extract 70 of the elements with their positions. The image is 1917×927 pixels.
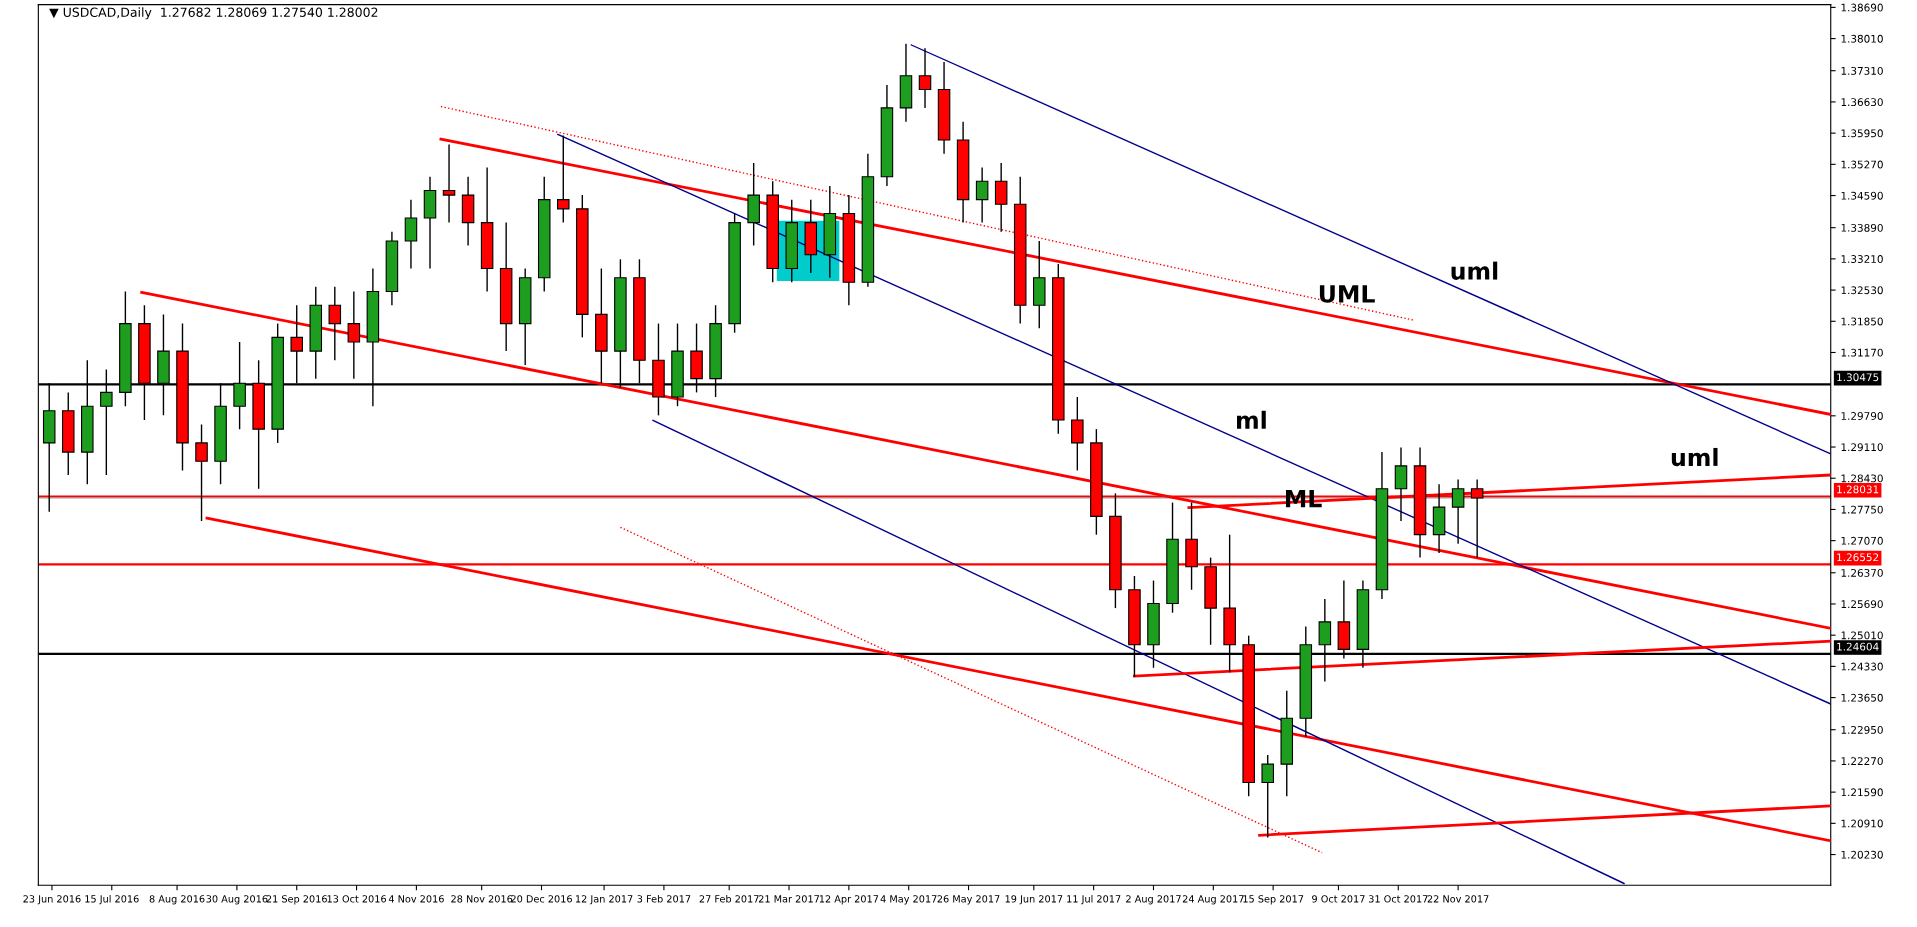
x-tick-label: 31 Oct 2017 bbox=[1368, 895, 1428, 903]
y-tick-label: 1.27070 bbox=[1841, 536, 1883, 545]
y-tick-label: 1.22270 bbox=[1841, 757, 1883, 766]
y-tick-label: 1.31170 bbox=[1841, 348, 1883, 357]
x-tick-label: 15 Sep 2017 bbox=[1243, 895, 1304, 905]
candlestick bbox=[918, 47, 932, 109]
x-tick-label: 2 Aug 2017 bbox=[1126, 895, 1181, 905]
y-tick-label: 1.26370 bbox=[1841, 568, 1883, 577]
y-tick-label: 1.34590 bbox=[1841, 191, 1883, 200]
y-tick-label: 1.25010 bbox=[1841, 631, 1883, 640]
x-tick-label: 3 Feb 2017 bbox=[637, 895, 691, 903]
y-tick-label: 1.31850 bbox=[1841, 317, 1883, 326]
ref-line-label: 1.28031 bbox=[1837, 485, 1879, 494]
y-tick-label: 1.35270 bbox=[1841, 160, 1883, 169]
y-tick-label: 1.32530 bbox=[1841, 286, 1883, 295]
candlestick bbox=[1451, 478, 1465, 545]
x-tick-label: 8 Aug 2016 bbox=[149, 895, 205, 905]
x-tick-label: 12 Apr 2017 bbox=[819, 895, 879, 905]
annotation: uml bbox=[1451, 261, 1498, 280]
x-tick-label: 24 Aug 2017 bbox=[1182, 895, 1244, 905]
chart-title: ▼ USDCAD,Daily 1.27682 1.28069 1.27540 1.28002 bbox=[49, 7, 378, 20]
y-tick-label: 1.24330 bbox=[1841, 662, 1883, 671]
x-tick-label: 4 Nov 2016 bbox=[388, 895, 444, 903]
annotation: uml bbox=[1671, 447, 1718, 467]
x-tick-label: 15 Jul 2016 bbox=[85, 895, 139, 905]
y-tick-label: 1.36630 bbox=[1841, 98, 1883, 107]
annotation: ML bbox=[1285, 489, 1322, 508]
x-tick-label: 27 Feb 2017 bbox=[699, 895, 759, 903]
y-tick-label: 1.33210 bbox=[1841, 255, 1883, 263]
y-tick-label: 1.22950 bbox=[1841, 725, 1883, 734]
candlestick bbox=[404, 198, 418, 270]
x-tick-label: 23 Jun 2016 bbox=[23, 895, 81, 905]
x-tick-label: 21 Mar 2017 bbox=[758, 895, 820, 903]
y-tick-label: 1.37310 bbox=[1841, 66, 1883, 75]
x-tick-label: 30 Aug 2016 bbox=[206, 895, 268, 905]
annotation: ml bbox=[1237, 410, 1266, 429]
x-tick-label: 21 Sep 2016 bbox=[266, 895, 327, 905]
candlestick bbox=[975, 166, 989, 224]
x-tick-label: 22 Nov 2017 bbox=[1427, 895, 1489, 903]
y-tick-label: 1.35950 bbox=[1841, 129, 1883, 138]
ref-line-label: 1.24604 bbox=[1837, 642, 1879, 651]
candlestick bbox=[1261, 754, 1274, 839]
y-tick-label: 1.33890 bbox=[1841, 223, 1883, 232]
y-tick-label: 1.27750 bbox=[1841, 505, 1883, 514]
y-tick-label: 1.29790 bbox=[1841, 412, 1883, 420]
candlestick bbox=[994, 162, 1008, 233]
x-tick-label: 19 Jun 2017 bbox=[1005, 895, 1063, 905]
x-tick-label: 9 Oct 2017 bbox=[1312, 895, 1365, 903]
x-tick-label: 20 Dec 2016 bbox=[511, 895, 572, 903]
y-tick-label: 1.38010 bbox=[1841, 34, 1883, 43]
y-tick-label: 1.28430 bbox=[1841, 474, 1883, 483]
x-tick-label: 28 Nov 2016 bbox=[451, 895, 513, 903]
ref-line-label: 1.26552 bbox=[1837, 553, 1879, 562]
y-tick-label: 1.21590 bbox=[1841, 788, 1883, 797]
x-tick-label: 4 May 2017 bbox=[880, 895, 937, 905]
y-tick-label: 1.25690 bbox=[1841, 600, 1883, 609]
x-tick-label: 11 Jul 2017 bbox=[1067, 895, 1121, 905]
y-tick-label: 1.38690 bbox=[1841, 3, 1883, 12]
x-tick-label: 26 May 2017 bbox=[937, 895, 1000, 905]
x-tick-label: 13 Oct 2016 bbox=[327, 895, 386, 903]
candlestick bbox=[1394, 446, 1408, 522]
candlestick bbox=[442, 143, 456, 224]
ref-line-label: 1.30475 bbox=[1837, 373, 1879, 382]
y-tick-label: 1.20910 bbox=[1841, 819, 1883, 828]
y-tick-label: 1.20230 bbox=[1841, 850, 1883, 859]
y-tick-label: 1.23650 bbox=[1841, 693, 1883, 702]
x-tick-label: 12 Jan 2017 bbox=[576, 895, 633, 905]
annotation: UML bbox=[1319, 285, 1375, 303]
y-tick-label: 1.29110 bbox=[1841, 443, 1883, 452]
candlestick bbox=[1071, 396, 1084, 472]
